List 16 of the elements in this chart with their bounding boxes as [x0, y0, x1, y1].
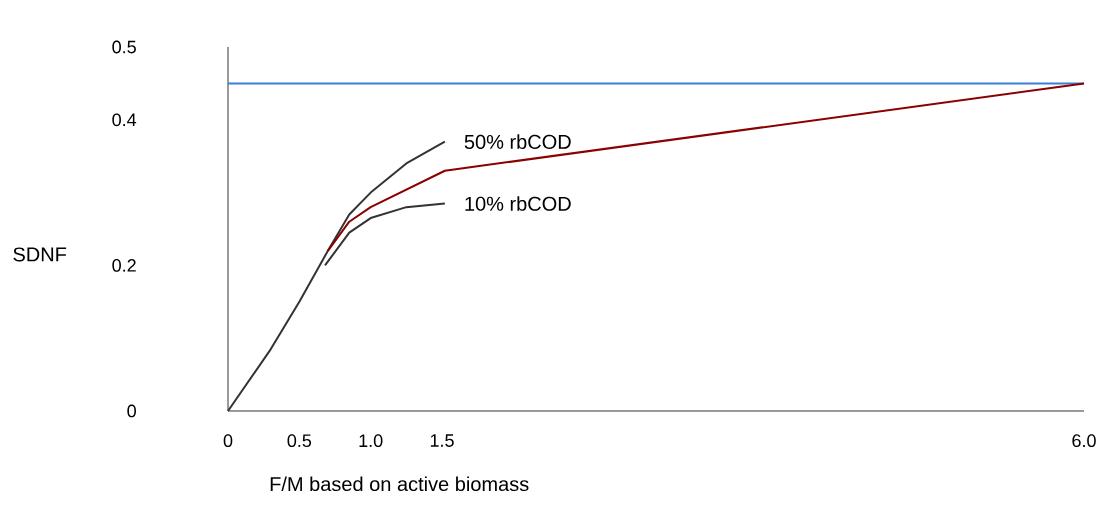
series-label: 50% rbCOD [464, 134, 571, 149]
x-tick-label: 1.0 [359, 434, 383, 448]
y-tick-label: 0.5 [112, 40, 136, 54]
x-tick-label: 0.5 [287, 434, 312, 448]
x-tick-label: 0 [223, 434, 233, 448]
x-axis-title: F/M based on active biomass [270, 476, 529, 492]
y-tick-label: 0.2 [112, 259, 136, 272]
x-tick-label: 1.5 [430, 434, 454, 447]
y-axis-title: SDNF [13, 247, 67, 262]
y-tick-label: 0.4 [112, 113, 137, 127]
line-series [324, 202, 446, 267]
line-series [227, 140, 446, 412]
x-tick-label: 6.0 [1072, 434, 1096, 448]
y-tick-label: 0 [127, 404, 136, 418]
series-label: 10% rbCOD [465, 196, 571, 211]
line-series [326, 82, 1085, 252]
